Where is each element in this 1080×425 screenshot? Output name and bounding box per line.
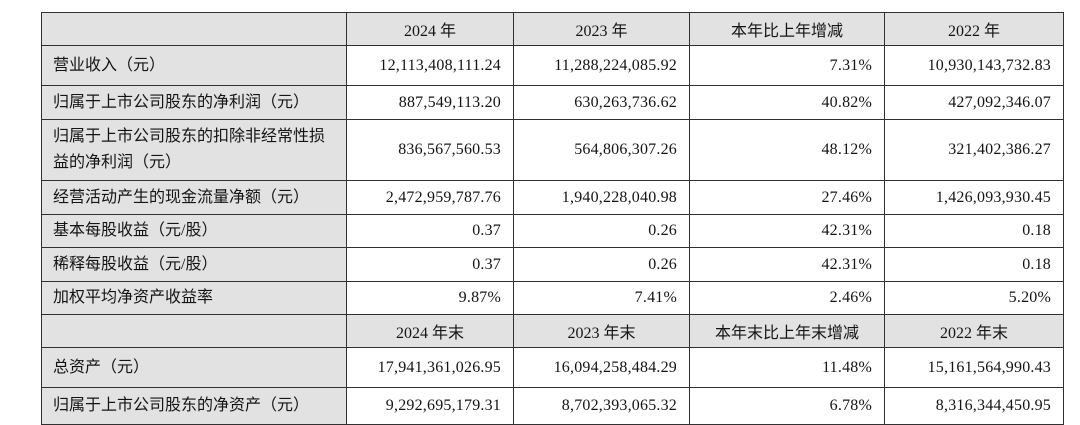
- cell-value: 427,092,346.07: [884, 85, 1064, 120]
- cell-value: 2,472,959,787.76: [346, 180, 514, 215]
- cell-value: 7.31%: [689, 45, 885, 86]
- cell-value: 0.26: [513, 214, 690, 248]
- table-row-diluted-eps: 稀释每股收益（元/股） 0.37 0.26 42.31% 0.18: [41, 247, 1064, 282]
- cell-value: 16,094,258,484.29: [513, 347, 690, 388]
- cell-value: 836,567,560.53: [346, 119, 514, 181]
- table-row-deducted-net-profit: 归属于上市公司股东的扣除非经常性损益的净利润（元） 836,567,560.53…: [41, 119, 1064, 181]
- cell-value: 0.18: [884, 247, 1064, 282]
- table-row-net-profit: 归属于上市公司股东的净利润（元） 887,549,113.20 630,263,…: [41, 85, 1064, 120]
- row-label: 经营活动产生的现金流量净额（元）: [41, 180, 347, 215]
- cell-value: 15,161,564,990.43: [884, 347, 1064, 388]
- cell-value: 42.31%: [689, 247, 885, 282]
- annual-header-row: 2024 年 2023 年 本年比上年增减 2022 年: [41, 12, 1064, 46]
- row-label: 稀释每股收益（元/股）: [41, 247, 347, 282]
- cell-value: 564,806,307.26: [513, 119, 690, 181]
- cell-value: 0.37: [346, 214, 514, 248]
- table-row-revenue: 营业收入（元） 12,113,408,111.24 11,288,224,085…: [41, 45, 1064, 86]
- cell-value: 0.37: [346, 247, 514, 282]
- cell-value: 630,263,736.62: [513, 85, 690, 120]
- header-blank-cell: [41, 12, 347, 46]
- cell-value: 2.46%: [689, 281, 885, 315]
- col-header-2024-end: 2024 年末: [346, 314, 514, 348]
- cell-value: 27.46%: [689, 180, 885, 215]
- cell-value: 0.26: [513, 247, 690, 282]
- cell-value: 42.31%: [689, 214, 885, 248]
- cell-value: 11,288,224,085.92: [513, 45, 690, 86]
- row-label: 基本每股收益（元/股）: [41, 214, 347, 248]
- row-label: 营业收入（元）: [41, 45, 347, 86]
- row-label: 归属于上市公司股东的扣除非经常性损益的净利润（元）: [41, 119, 347, 181]
- col-header-2022-end: 2022 年末: [884, 314, 1064, 348]
- table-row-total-assets: 总资产（元） 17,941,361,026.95 16,094,258,484.…: [41, 347, 1064, 388]
- cell-value: 6.78%: [689, 387, 885, 425]
- cell-value: 8,702,393,065.32: [513, 387, 690, 425]
- cell-value: 7.41%: [513, 281, 690, 315]
- table-row-weighted-roe: 加权平均净资产收益率 9.87% 7.41% 2.46% 5.20%: [41, 281, 1064, 315]
- table-row-basic-eps: 基本每股收益（元/股） 0.37 0.26 42.31% 0.18: [41, 214, 1064, 248]
- cell-value: 5.20%: [884, 281, 1064, 315]
- cell-value: 11.48%: [689, 347, 885, 388]
- financial-summary-table: 2024 年 2023 年 本年比上年增减 2022 年 营业收入（元） 12,…: [41, 12, 1064, 425]
- row-label: 归属于上市公司股东的净利润（元）: [41, 85, 347, 120]
- col-header-2023-end: 2023 年末: [513, 314, 690, 348]
- col-header-2023: 2023 年: [513, 12, 690, 46]
- cell-value: 1,940,228,040.98: [513, 180, 690, 215]
- row-label: 加权平均净资产收益率: [41, 281, 347, 315]
- cell-value: 40.82%: [689, 85, 885, 120]
- cell-value: 0.18: [884, 214, 1064, 248]
- row-label: 归属于上市公司股东的净资产（元）: [41, 387, 347, 425]
- cell-value: 1,426,093,930.45: [884, 180, 1064, 215]
- cell-value: 9.87%: [346, 281, 514, 315]
- row-label: 总资产（元）: [41, 347, 347, 388]
- cell-value: 10,930,143,732.83: [884, 45, 1064, 86]
- cell-value: 12,113,408,111.24: [346, 45, 514, 86]
- col-header-2022: 2022 年: [884, 12, 1064, 46]
- year-end-header-row: 2024 年末 2023 年末 本年末比上年末增减 2022 年末: [41, 314, 1064, 348]
- cell-value: 8,316,344,450.95: [884, 387, 1064, 425]
- cell-value: 887,549,113.20: [346, 85, 514, 120]
- cell-value: 321,402,386.27: [884, 119, 1064, 181]
- header-blank-cell: [41, 314, 347, 348]
- cell-value: 17,941,361,026.95: [346, 347, 514, 388]
- cell-value: 9,292,695,179.31: [346, 387, 514, 425]
- col-header-yearend-change: 本年末比上年末增减: [689, 314, 885, 348]
- table-row-net-assets: 归属于上市公司股东的净资产（元） 9,292,695,179.31 8,702,…: [41, 387, 1064, 425]
- table-row-operating-cash-flow: 经营活动产生的现金流量净额（元） 2,472,959,787.76 1,940,…: [41, 180, 1064, 215]
- col-header-yoy-change: 本年比上年增减: [689, 12, 885, 46]
- col-header-2024: 2024 年: [346, 12, 514, 46]
- cell-value: 48.12%: [689, 119, 885, 181]
